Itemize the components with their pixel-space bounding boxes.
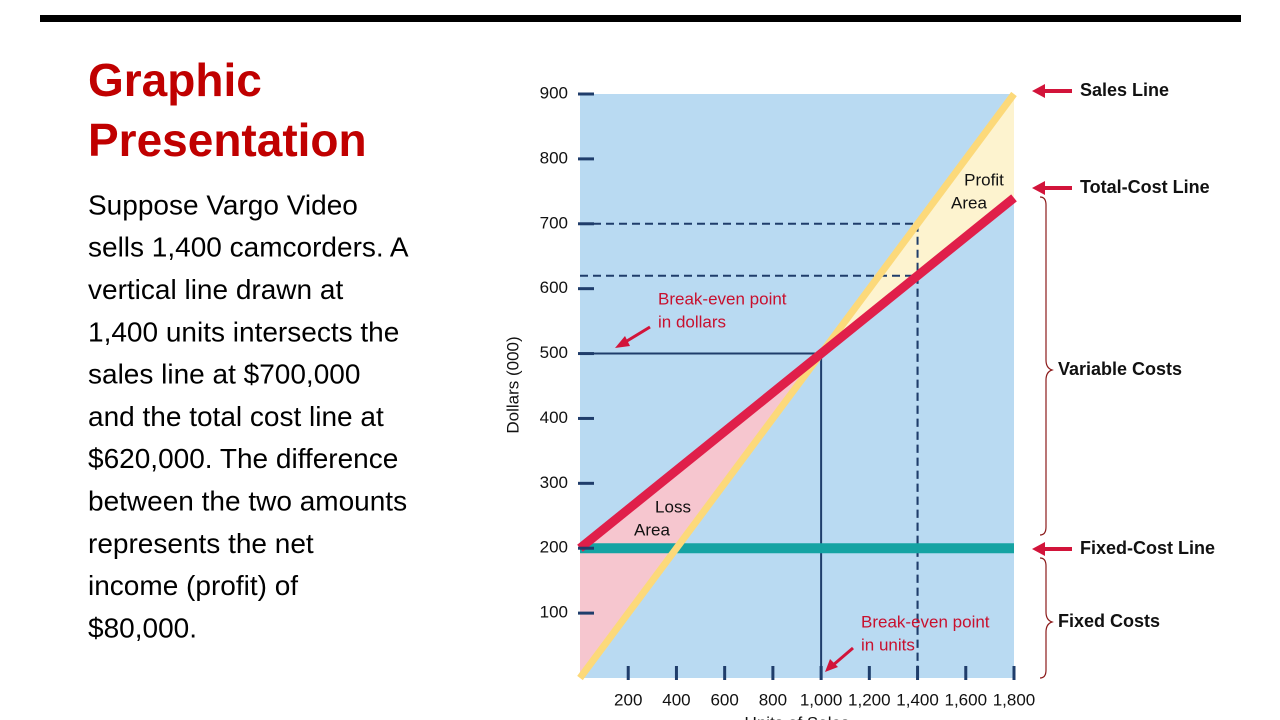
legend-arrow (1032, 181, 1072, 195)
y-tick-label: 500 (540, 343, 568, 362)
y-tick-label: 300 (540, 473, 568, 492)
loss-area-label: Area (634, 520, 670, 539)
x-tick-label: 1,000 (800, 690, 843, 709)
break-even-units-label: Break-even point (861, 612, 990, 631)
x-axis-label: Units of Sales (745, 713, 850, 720)
legend-label: Total-Cost Line (1080, 177, 1210, 197)
profit-area-label: Area (951, 193, 987, 212)
y-axis-label: Dollars (000) (503, 336, 522, 433)
body-text: and the total cost line at (88, 401, 384, 432)
y-tick-label: 200 (540, 538, 568, 557)
brace-label: Variable Costs (1058, 359, 1182, 379)
body-text: income (profit) of (88, 570, 298, 601)
legend-arrow (1032, 84, 1072, 98)
y-tick-label: 600 (540, 278, 568, 297)
brace-label: Fixed Costs (1058, 611, 1160, 631)
x-tick-label: 1,600 (945, 690, 988, 709)
legend-arrow (1032, 542, 1072, 556)
body-text: $620,000. The difference (88, 443, 398, 474)
body-text: sells 1,400 camcorders. A (88, 232, 409, 263)
body-text: represents the net (88, 528, 314, 559)
x-tick-label: 1,400 (896, 690, 939, 709)
break-even-dollars-label: in dollars (658, 312, 726, 331)
y-tick-label: 700 (540, 213, 568, 232)
x-tick-label: 1,200 (848, 690, 891, 709)
body-text: 1,400 units intersects the (88, 316, 399, 347)
y-tick-label: 800 (540, 148, 568, 167)
body-text: vertical line drawn at (88, 274, 343, 305)
top-rule (40, 15, 1241, 22)
annotation-arrow (831, 646, 854, 668)
fixed-brace (1039, 557, 1054, 679)
slide-title: Presentation (88, 114, 367, 166)
break-even-units-label: in units (861, 635, 915, 654)
body-text: between the two amounts (88, 485, 407, 516)
slide-title: Graphic (88, 54, 262, 106)
profit-area-label: Profit (964, 170, 1004, 189)
y-tick-label: 900 (540, 83, 568, 102)
x-tick-label: 800 (759, 690, 787, 709)
series-line (577, 91, 1017, 681)
x-tick-label: 400 (662, 690, 690, 709)
annotation-arrowhead (615, 336, 630, 348)
x-tick-label: 600 (710, 690, 738, 709)
x-tick-label: 200 (614, 690, 642, 709)
body-text: sales line at $700,000 (88, 359, 360, 390)
variable-brace (1039, 196, 1054, 536)
series-line (577, 194, 1017, 552)
y-tick-label: 400 (540, 408, 568, 427)
legend-label: Fixed-Cost Line (1080, 538, 1215, 558)
break-even-dollars-label: Break-even point (658, 289, 787, 308)
body-text: Suppose Vargo Video (88, 189, 358, 220)
legend-label: Sales Line (1080, 80, 1169, 100)
annotation-arrowhead (825, 659, 838, 672)
y-tick-label: 100 (540, 603, 568, 622)
loss-area-label: Loss (655, 497, 691, 516)
body-text: $80,000. (88, 612, 197, 643)
x-tick-label: 1,800 (993, 690, 1036, 709)
